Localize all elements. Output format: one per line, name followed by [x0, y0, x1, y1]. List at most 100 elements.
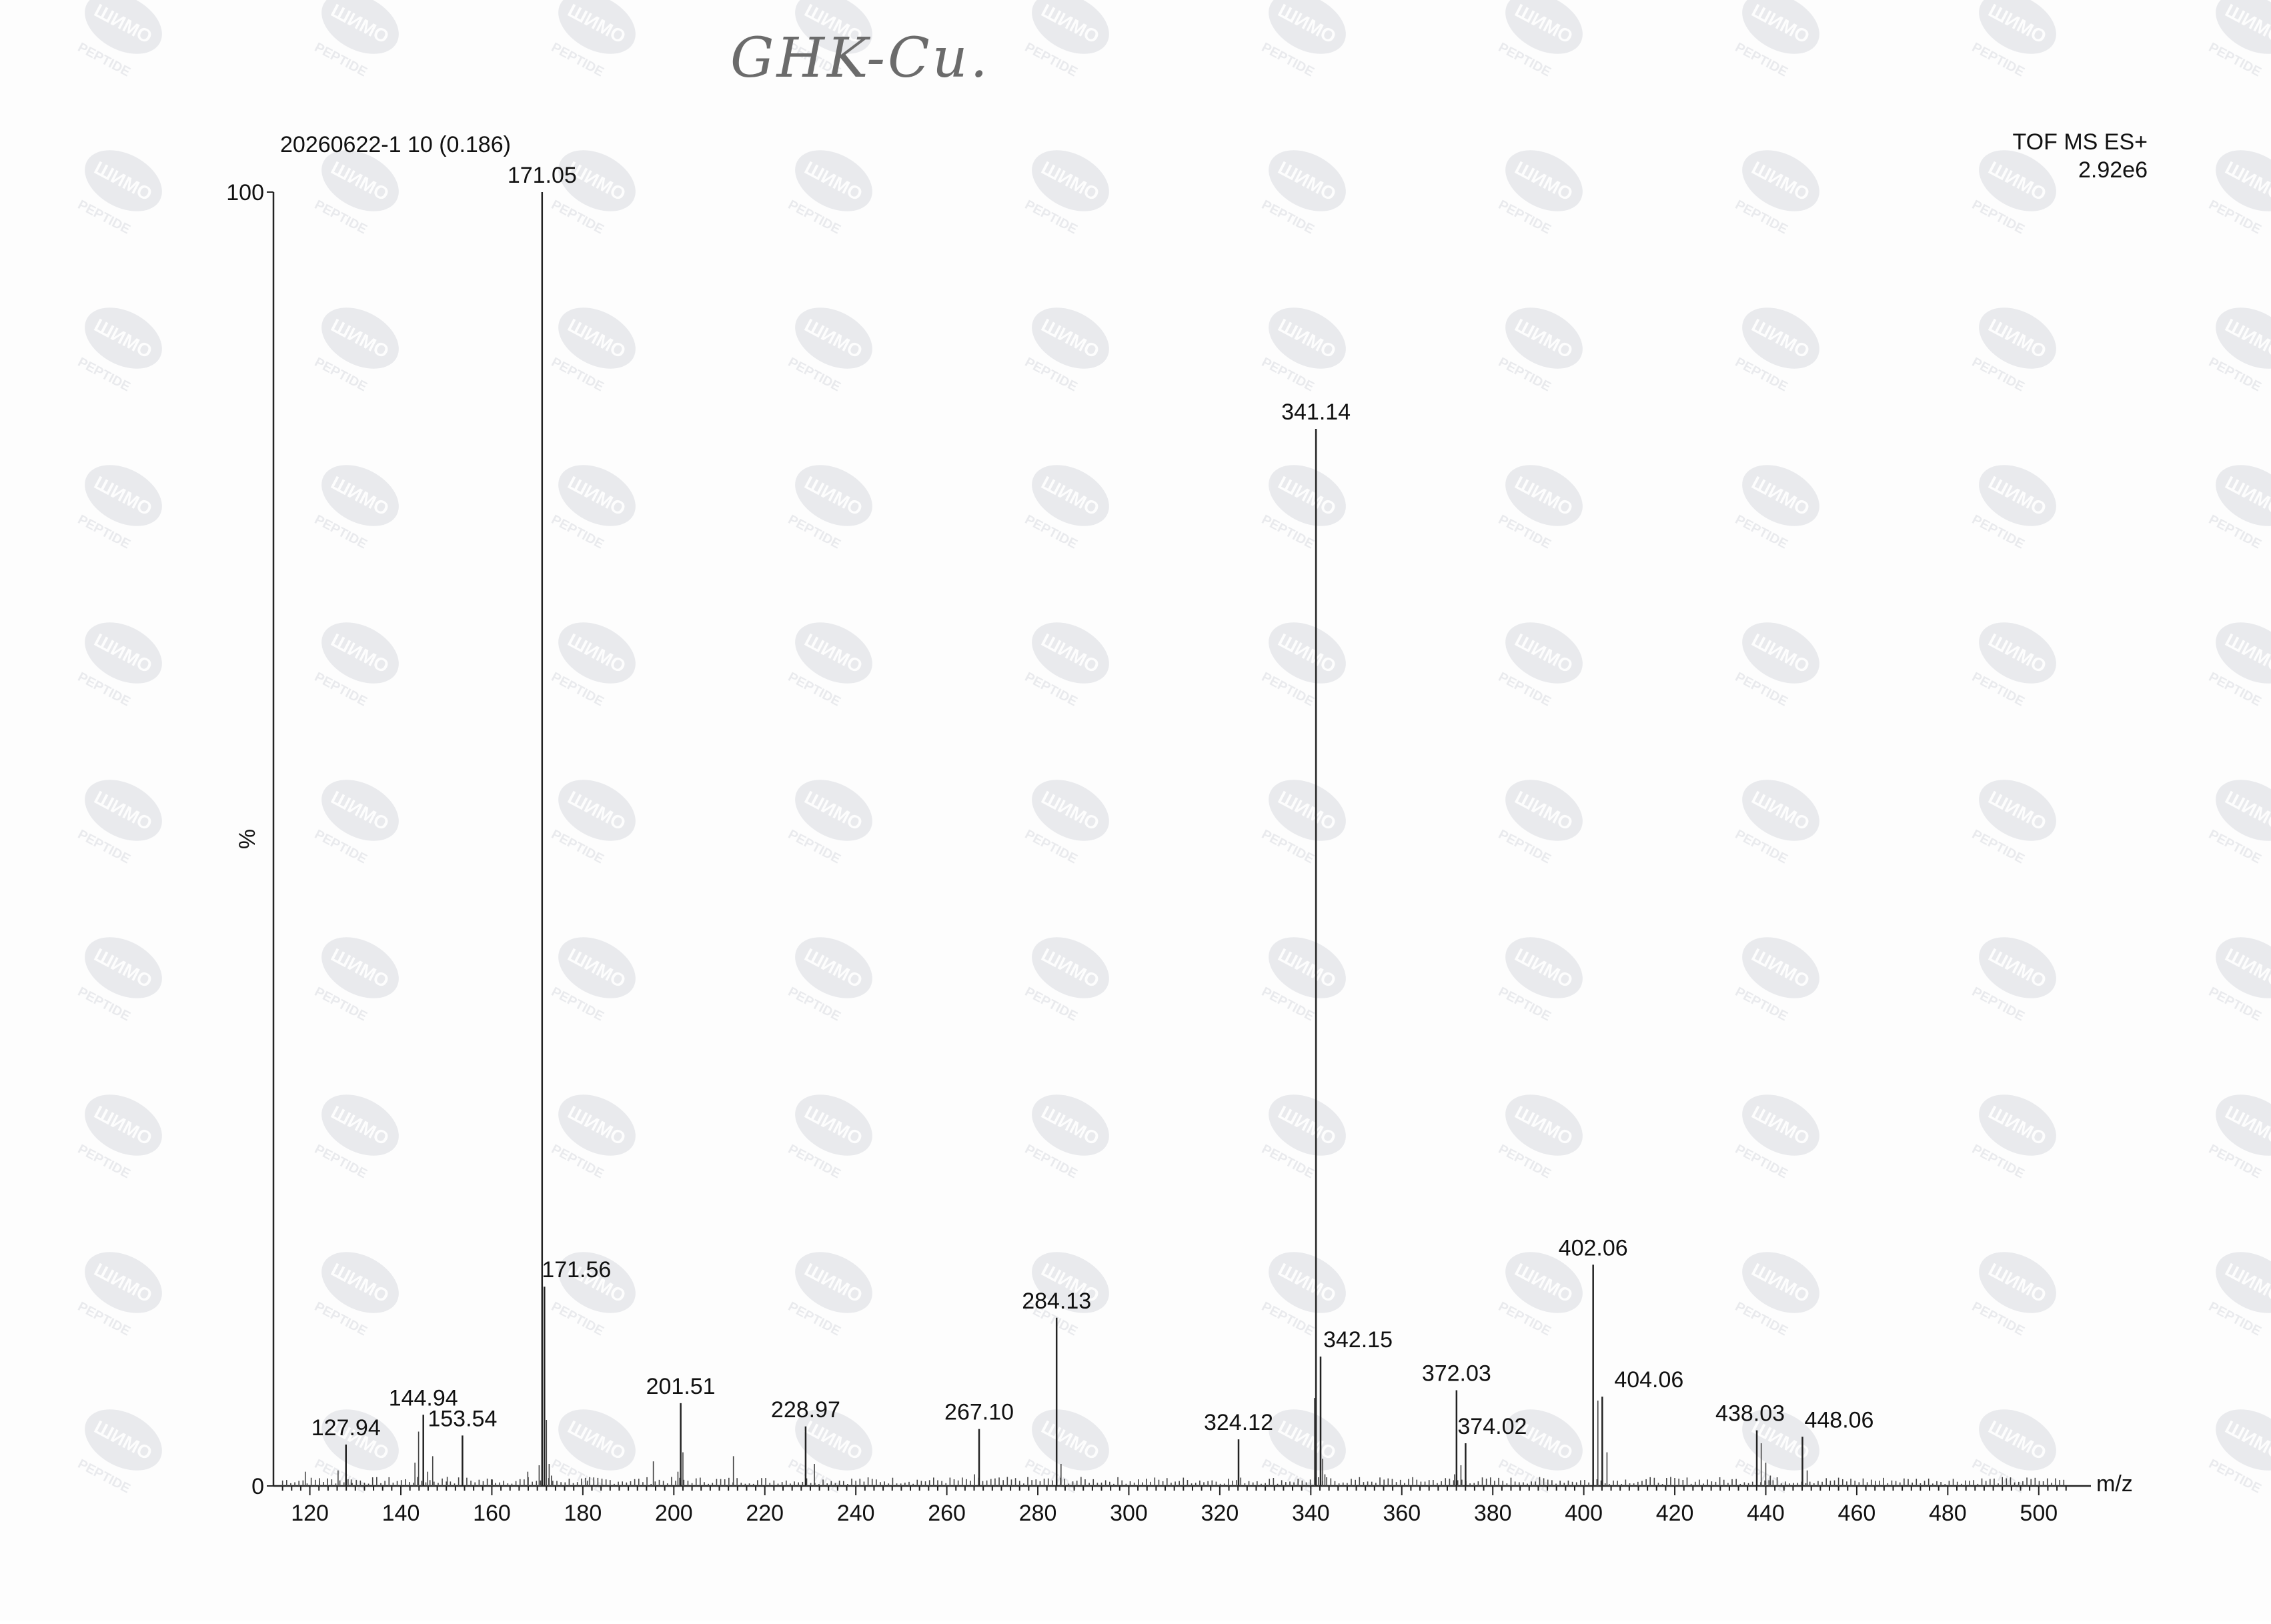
watermark-badge	[795, 622, 872, 684]
x-tick-label: 380	[1474, 1501, 1512, 1526]
watermark-badge	[795, 937, 872, 998]
watermark-badge	[558, 1094, 636, 1156]
peak-label: 284.13	[1022, 1289, 1091, 1314]
watermark-badge	[1505, 937, 1583, 998]
watermark-badge	[2216, 150, 2271, 211]
peak-label: 228.97	[771, 1397, 840, 1423]
watermark-badge	[1979, 0, 2056, 54]
x-tick-label: 260	[928, 1501, 966, 1526]
watermark-badge	[1505, 0, 1583, 54]
watermark-badge	[2216, 1094, 2271, 1156]
spectrum-id-label: 20260622-1 10 (0.186)	[280, 132, 511, 157]
watermark-badge	[2216, 307, 2271, 369]
chart-axes: 100 0% 120 140 160 180 200 220 240 260 280 300 320 34…	[226, 180, 2133, 1526]
handwritten-sample-note: GHK-Cu.	[730, 27, 990, 90]
watermark-badge	[1269, 622, 1346, 684]
watermark-badge	[1742, 0, 1819, 54]
x-tick-label: 140	[382, 1501, 420, 1526]
watermark-badge	[85, 150, 162, 211]
watermark-badge	[1032, 0, 1109, 54]
watermark-badge	[1269, 465, 1346, 526]
watermark-badge	[321, 937, 399, 998]
watermark-badge	[1032, 937, 1109, 998]
watermark-badge	[1269, 937, 1346, 998]
watermark-badge	[1269, 307, 1346, 369]
watermark-badge	[1979, 465, 2056, 526]
peak-label: 404.06	[1614, 1367, 1683, 1393]
x-tick-label: 160	[473, 1501, 511, 1526]
peak-label: 341.14	[1281, 399, 1351, 425]
watermark-badge	[1269, 1409, 1346, 1471]
peak-label: 153.54	[428, 1406, 497, 1431]
x-tick-label: 400	[1565, 1501, 1603, 1526]
x-tick-label: 240	[837, 1501, 875, 1526]
peak-label: 267.10	[944, 1400, 1014, 1425]
watermark-badge	[321, 1409, 399, 1471]
y-tick-label-max: 100	[226, 180, 264, 205]
watermark-badge	[2216, 1252, 2271, 1313]
watermark-badge	[1742, 1252, 1819, 1313]
watermark-badge	[558, 1252, 636, 1313]
watermark-badge	[2216, 0, 2271, 54]
peak-label: 201.51	[646, 1374, 716, 1399]
watermark-badge	[1979, 780, 2056, 841]
watermark-badge	[1742, 937, 1819, 998]
watermark-badge	[85, 307, 162, 369]
watermark-badge	[1505, 780, 1583, 841]
peak-label: 127.94	[311, 1415, 381, 1441]
watermark-badge	[85, 465, 162, 526]
watermark-badge	[85, 1409, 162, 1471]
watermark-badge	[2216, 937, 2271, 998]
watermark-badge	[1505, 1094, 1583, 1156]
watermark-badge	[1032, 307, 1109, 369]
watermark-badge	[795, 780, 872, 841]
peak-label: 438.03	[1715, 1401, 1785, 1427]
watermark-badge	[1979, 150, 2056, 211]
watermark-badge	[321, 1094, 399, 1156]
x-tick-label: 480	[1929, 1501, 1967, 1526]
watermark-badge	[2216, 622, 2271, 684]
watermark-badge	[85, 1094, 162, 1156]
watermark-badge	[1979, 1094, 2056, 1156]
watermark-badge	[85, 622, 162, 684]
watermark-badge	[558, 307, 636, 369]
x-tick-label: 420	[1656, 1501, 1694, 1526]
watermark-badge	[1032, 1094, 1109, 1156]
watermark-badge	[1032, 465, 1109, 526]
x-tick-label: 340	[1292, 1501, 1330, 1526]
watermark-badge	[85, 780, 162, 841]
watermark-badge	[1979, 307, 2056, 369]
peak-label: 171.05	[508, 163, 577, 188]
watermark-badge	[1742, 622, 1819, 684]
watermark-badge	[795, 1409, 872, 1471]
watermark-badge	[558, 1409, 636, 1471]
watermark-badge	[795, 1252, 872, 1313]
watermark-badge	[321, 307, 399, 369]
watermark-badge	[1979, 1409, 2056, 1471]
x-axis-label: m/z	[2096, 1471, 2133, 1497]
watermark-badge	[1032, 780, 1109, 841]
watermark-badge	[1505, 150, 1583, 211]
watermark-badge	[558, 150, 636, 211]
watermark-badge	[1269, 1094, 1346, 1156]
watermark-badge	[1742, 1094, 1819, 1156]
x-tick-label: 440	[1747, 1501, 1785, 1526]
watermark-badge	[558, 465, 636, 526]
y-tick-label-zero: 0	[251, 1474, 264, 1499]
watermark-badge	[1032, 1252, 1109, 1313]
watermark-badge	[795, 1094, 872, 1156]
peak-label: 342.15	[1323, 1327, 1393, 1353]
x-tick-label: 320	[1201, 1501, 1239, 1526]
